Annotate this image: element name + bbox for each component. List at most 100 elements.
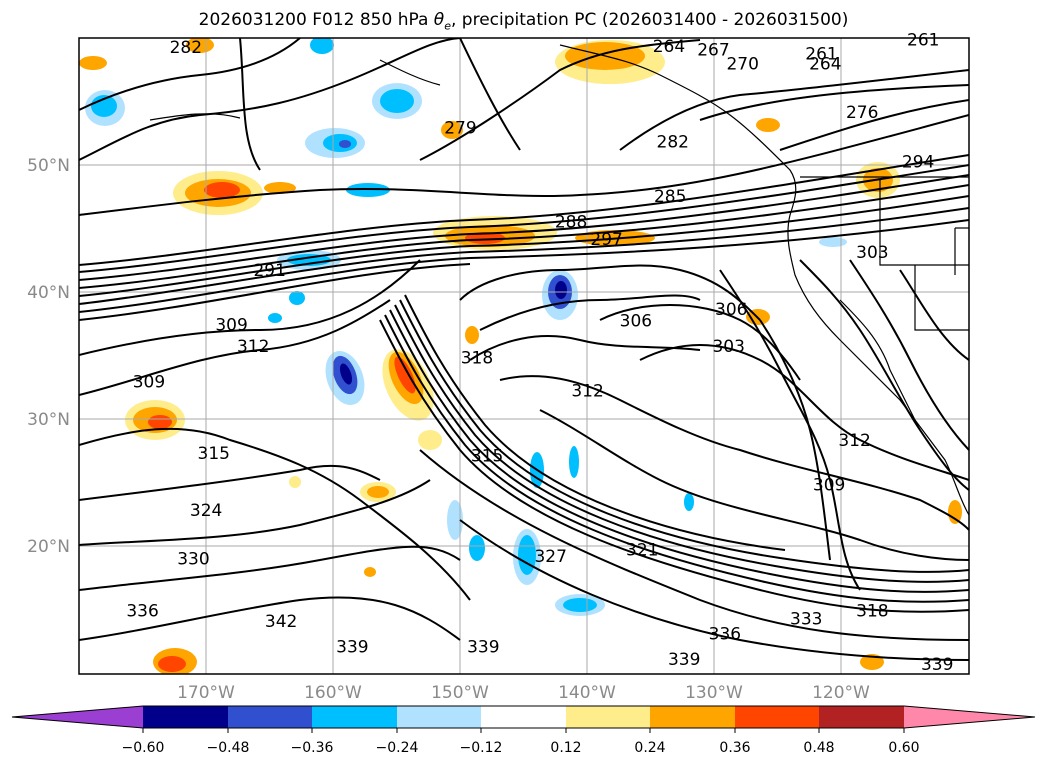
contour-label: 309: [215, 315, 247, 335]
precip-blob: [264, 182, 296, 194]
precip-blob: [148, 415, 172, 429]
colorbar-tick-label: −0.48: [207, 740, 250, 756]
precip-blob: [346, 183, 390, 197]
contour-label: 291: [253, 261, 285, 281]
colorbar-ticks: [142, 728, 905, 733]
contour-label: 282: [170, 38, 202, 58]
lon-label-150w: 150°W: [431, 683, 489, 703]
precip-fill-layer: [79, 38, 962, 674]
contour-label: 276: [846, 103, 878, 123]
precip-blob: [339, 140, 351, 148]
title-suffix: , precipitation PC (2026031400 - 2026031…: [450, 10, 849, 30]
lon-label-120w: 120°W: [812, 683, 870, 703]
colorbar-tick-label: 0.36: [719, 740, 750, 756]
colorbar-segment: [650, 706, 735, 728]
precip-blob: [204, 182, 240, 198]
coastlines: [149, 44, 969, 516]
contour-label: 264: [653, 37, 685, 57]
colorbar-tick-label: −0.24: [376, 740, 419, 756]
contour-label: 324: [190, 501, 222, 521]
lat-label-50n: 50°N: [27, 156, 70, 176]
precip-blob: [756, 118, 780, 132]
precip-blob: [569, 446, 579, 478]
precip-blob: [380, 89, 414, 113]
lat-label-40n: 40°N: [27, 283, 70, 303]
contour-label: 318: [856, 602, 888, 622]
contour-label: 342: [265, 612, 297, 632]
contour-label: 312: [237, 337, 269, 357]
title-prefix: 2026031200 F012 850 hPa: [198, 10, 434, 30]
contour-label: 270: [726, 55, 758, 75]
precip-blob: [441, 121, 463, 139]
contour-label: 261: [907, 31, 939, 51]
lat-label-20n: 20°N: [27, 537, 70, 557]
contour-label: 339: [921, 655, 953, 675]
contour-label: 288: [555, 212, 587, 232]
contour-label: 303: [856, 243, 888, 263]
precip-blob: [158, 656, 186, 672]
colorbar-segment: [312, 706, 397, 728]
contour-label: 297: [590, 230, 622, 250]
precip-blob: [339, 363, 353, 385]
colorbar: −0.60 −0.48 −0.36 −0.24 −0.12 0.12 0.24 …: [11, 705, 1036, 756]
lon-label-140w: 140°W: [558, 683, 616, 703]
contour-labels: 282 264 2672702612642612792822762942852882…: [126, 31, 953, 676]
contour-label: 318: [461, 349, 493, 369]
colorbar-tick-label: −0.12: [460, 740, 503, 756]
contour-label: 336: [126, 602, 158, 622]
precip-blob: [394, 356, 416, 394]
contour-label: 327: [534, 547, 566, 567]
lon-label-160w: 160°W: [304, 683, 362, 703]
precip-blob: [469, 535, 485, 561]
contour-label: 279: [444, 118, 476, 138]
map-gridlines: [79, 38, 969, 674]
colorbar-tick-label: −0.36: [291, 740, 334, 756]
colorbar-segment: [735, 706, 819, 728]
precip-blob: [268, 313, 282, 323]
colorbar-segment: [819, 706, 904, 728]
precip-blob: [418, 430, 442, 450]
precip-blob: [684, 493, 694, 511]
lon-label-130w: 130°W: [685, 683, 743, 703]
precip-blob: [289, 476, 301, 488]
map-title: 2026031200 F012 850 hPa θe, precipitatio…: [0, 10, 1047, 32]
lon-label-170w: 170°W: [177, 683, 235, 703]
colorbar-extend-min-arrow: [12, 706, 143, 728]
precip-blob: [555, 281, 567, 299]
precip-blob: [79, 56, 107, 70]
colorbar-tick-label: 0.24: [634, 740, 665, 756]
colorbar-tick-label: 0.48: [803, 740, 834, 756]
contour-label: 264: [809, 55, 841, 75]
precip-blob: [465, 326, 479, 344]
precip-blob: [289, 291, 305, 305]
precip-blob: [310, 38, 334, 54]
longitude-labels: 170°W 160°W 150°W 140°W 130°W 120°W: [177, 683, 870, 703]
colorbar-segment: [397, 706, 481, 728]
colorbar-tick-label: 0.60: [888, 740, 919, 756]
contour-label: 315: [198, 444, 230, 464]
contour-label: 303: [712, 337, 744, 357]
contour-label: 306: [620, 312, 652, 332]
contour-label: 330: [177, 550, 209, 570]
colorbar-segment: [566, 706, 650, 728]
contour-label: 339: [668, 650, 700, 670]
precip-blob: [364, 567, 376, 577]
title-theta: θ: [433, 10, 445, 30]
precip-blob: [465, 232, 505, 244]
contour-label: 333: [790, 609, 822, 629]
contour-label: 261: [805, 45, 837, 65]
theta-e-contours: [79, 38, 969, 661]
map-border: [78, 37, 970, 675]
precip-blob: [518, 535, 536, 575]
contour-label: 312: [571, 382, 603, 402]
map-plot-area: [79, 38, 969, 674]
precip-blob: [819, 237, 847, 247]
contour-label: 312: [838, 431, 870, 451]
precip-blob: [948, 500, 962, 524]
contour-label: 294: [902, 153, 934, 173]
contour-label: 282: [657, 132, 689, 152]
contour-label: 339: [467, 637, 499, 657]
colorbar-extend-max-arrow: [904, 706, 1035, 728]
precip-blob: [447, 500, 463, 540]
